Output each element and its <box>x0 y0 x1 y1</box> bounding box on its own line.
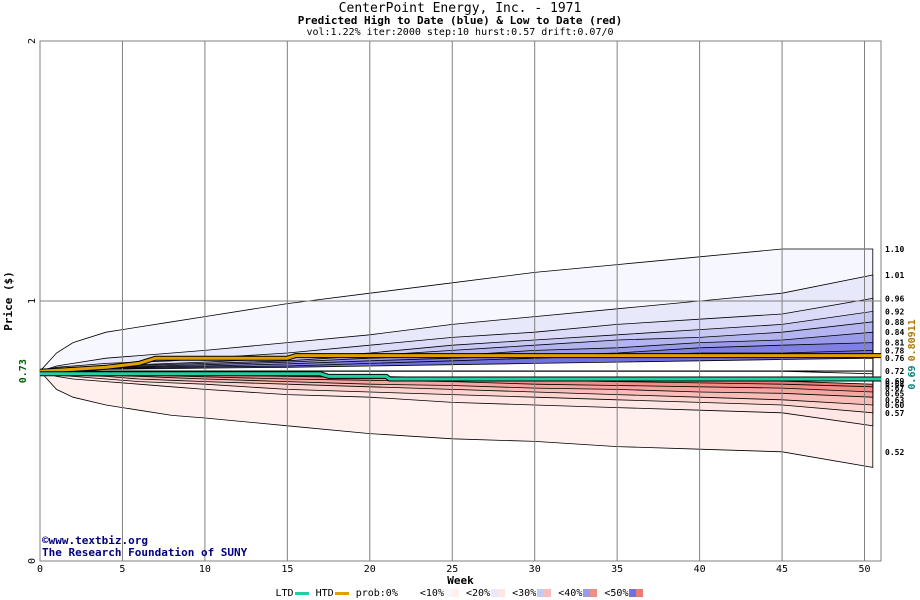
right-vertical-htd: 0.80911 <box>907 319 918 361</box>
credits: ©www.textbiz.org The Research Foundation… <box>42 535 247 559</box>
legend-prob-label: prob:0% <box>355 588 398 599</box>
legend-item-20: <20% <box>466 588 491 599</box>
right-label-low-0.57: 0.57 <box>885 409 904 418</box>
right-label-high-0.88: 0.88 <box>885 318 904 327</box>
y-tick-label-1: 1 <box>27 298 38 304</box>
x-tick-label-35: 35 <box>611 564 623 575</box>
credits-url: www.textbiz.org <box>48 534 148 547</box>
right-label-high-0.81: 0.81 <box>885 339 904 348</box>
x-tick-label-30: 30 <box>529 564 541 575</box>
legend-swatch-0 <box>398 589 413 597</box>
copyright-icon: © <box>42 534 49 547</box>
right-label-high-0.76: 0.76 <box>885 354 904 363</box>
legend-swatch-40 <box>583 589 598 597</box>
legend-swatch-30 <box>537 589 552 597</box>
right-label-low-0.67: 0.67 <box>885 384 904 393</box>
legend-item-40: <40% <box>558 588 583 599</box>
right-label-low-0.69: 0.69 <box>885 377 904 386</box>
right-label-high-0.92: 0.92 <box>885 307 904 316</box>
legend-ltd-swatch <box>294 591 309 595</box>
x-tick-label-50: 50 <box>858 564 870 575</box>
chart-subtitle: Predicted High to Date (blue) & Low to D… <box>297 14 623 27</box>
right-label-high-1.01: 1.01 <box>885 271 904 280</box>
right-label-high-0.84: 0.84 <box>885 328 904 337</box>
right-label-high-1.10: 1.10 <box>885 245 904 254</box>
right-label-low-0.72: 0.72 <box>885 367 904 376</box>
right-label-low-0.52: 0.52 <box>885 448 904 457</box>
x-tick-label-45: 45 <box>776 564 788 575</box>
y-tick-label-0: 0 <box>27 558 38 564</box>
x-tick-label-5: 5 <box>119 564 125 575</box>
legend: LTD HTD prob:0% <10% <20% <30% <40% <50% <box>0 588 920 599</box>
htd-line <box>39 354 881 373</box>
right-label-high-0.78: 0.78 <box>885 346 904 355</box>
legend-item-30: <30% <box>512 588 537 599</box>
x-tick-label-40: 40 <box>694 564 706 575</box>
x-tick-label-0: 0 <box>37 564 43 575</box>
right-label-low-0.65: 0.65 <box>885 389 904 398</box>
chart-header: CenterPoint Energy, Inc. - 1971 Predicte… <box>0 1 920 39</box>
legend-ltd-label: LTD <box>275 588 294 599</box>
legend-swatch-50 <box>629 589 644 597</box>
x-axis-title: Week <box>447 574 474 587</box>
legend-swatch-10 <box>444 589 459 597</box>
x-tick-label-25: 25 <box>446 564 458 575</box>
right-vertical-ltd: 0.69 <box>907 366 918 390</box>
ltd-line <box>40 372 881 381</box>
credits-line1[interactable]: ©www.textbiz.org <box>42 535 247 547</box>
chart-title: CenterPoint Energy, Inc. - 1971 <box>338 1 582 16</box>
right-label-low-0.63: 0.63 <box>885 396 904 405</box>
legend-item-10: <10% <box>419 588 444 599</box>
plot-border <box>39 40 882 562</box>
start-price-label: 0.73 <box>18 359 29 383</box>
credits-line2: The Research Foundation of SUNY <box>42 546 248 559</box>
legend-swatch-20 <box>491 589 506 597</box>
right-label-low-0.68: 0.68 <box>885 380 904 389</box>
y-axis-title: Price ($) <box>2 271 15 331</box>
legend-htd-label: HTD <box>315 588 334 599</box>
chart-params: vol:1.22% iter:2000 step:10 hurst:0.57 d… <box>306 27 614 38</box>
legend-htd-swatch <box>334 591 349 595</box>
right-label-low-0.60: 0.60 <box>885 401 904 410</box>
right-label-high-0.96: 0.96 <box>885 294 904 303</box>
legend-item-50: <50% <box>604 588 629 599</box>
x-tick-label-15: 15 <box>281 564 293 575</box>
y-tick-label-2: 2 <box>27 38 38 44</box>
x-tick-label-10: 10 <box>199 564 211 575</box>
x-tick-label-20: 20 <box>364 564 376 575</box>
